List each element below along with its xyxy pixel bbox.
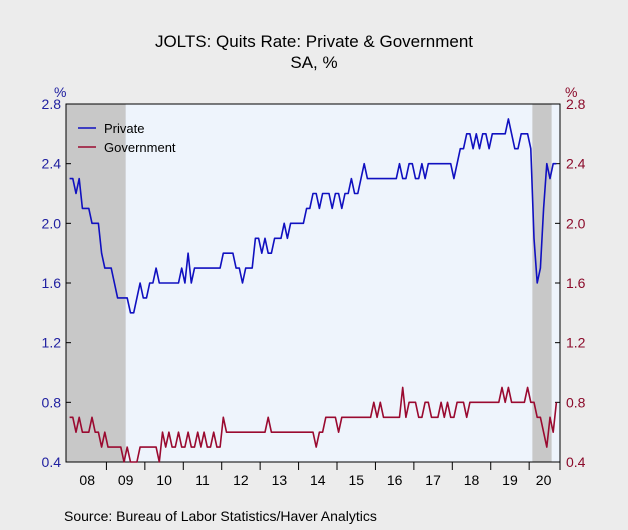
y-tick-label-left: 2.8 <box>42 96 62 112</box>
y-tick-label-left: 2.4 <box>42 156 62 172</box>
x-tick-label: 10 <box>156 472 172 488</box>
legend-label: Private <box>104 121 144 136</box>
y-tick-label-left: 1.6 <box>42 275 62 291</box>
x-tick-label: 20 <box>536 472 552 488</box>
chart-subtitle: SA, % <box>290 53 338 72</box>
x-tick-label: 18 <box>464 472 480 488</box>
series-line-government <box>69 386 558 463</box>
series-line-private <box>69 118 557 314</box>
x-tick-label: 13 <box>272 472 288 488</box>
chart-title: JOLTS: Quits Rate: Private & Government <box>154 32 474 51</box>
x-tick-label: 09 <box>118 472 134 488</box>
left-axis-unit: % <box>54 84 67 100</box>
x-tick-label: 17 <box>425 472 441 488</box>
x-tick-label: 12 <box>233 472 249 488</box>
y-tick-label-left: 0.4 <box>42 454 62 470</box>
x-tick-label: 11 <box>195 472 210 488</box>
y-tick-label-right: 1.6 <box>566 275 586 291</box>
source-note: Source: Bureau of Labor Statistics/Haver… <box>64 508 377 524</box>
y-tick-label-right: 2.4 <box>566 156 586 172</box>
y-tick-label-right: 0.8 <box>566 394 586 410</box>
x-tick-label: 08 <box>79 472 95 488</box>
y-tick-label-right: 1.2 <box>566 335 586 351</box>
y-tick-label-left: 0.8 <box>42 394 62 410</box>
recession-band <box>532 104 552 462</box>
y-tick-label-left: 2.0 <box>42 215 62 231</box>
y-tick-label-right: 0.4 <box>566 454 586 470</box>
x-tick-label: 15 <box>348 472 364 488</box>
y-tick-label-right: 2.0 <box>566 215 586 231</box>
y-tick-label-right: 2.8 <box>566 96 586 112</box>
x-tick-label: 14 <box>310 472 326 488</box>
x-tick-label: 16 <box>387 472 403 488</box>
x-tick-label: 19 <box>502 472 518 488</box>
right-axis-unit: % <box>565 84 578 100</box>
recession-band <box>66 104 126 462</box>
legend-label: Government <box>104 140 176 155</box>
y-tick-label-left: 1.2 <box>42 335 62 351</box>
